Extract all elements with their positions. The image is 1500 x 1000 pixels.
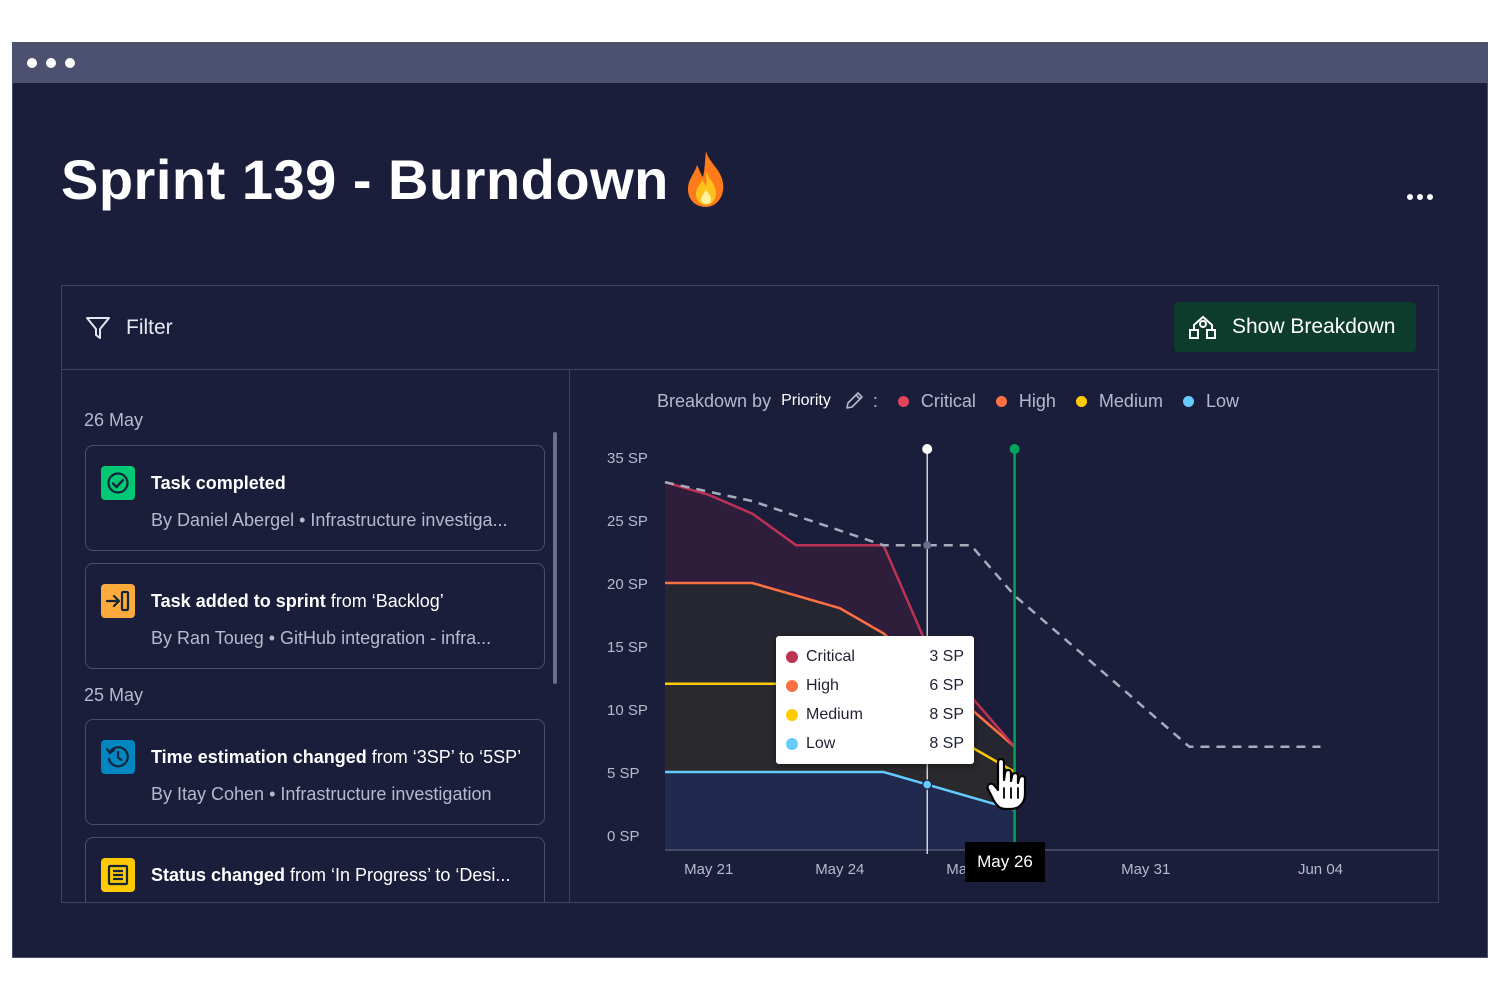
legend-swatch xyxy=(1182,395,1194,407)
activity-detail: from ‘3SP’ to ‘5SP’ xyxy=(366,747,522,767)
list-status-icon xyxy=(101,858,135,892)
activity-action: Time estimation changed xyxy=(151,747,367,767)
x-tick-label: May 24 xyxy=(815,861,864,878)
tooltip-swatch xyxy=(786,738,798,750)
filter-icon xyxy=(86,317,110,339)
tooltip-value: 8 SP xyxy=(929,706,964,723)
activity-action: Status changed xyxy=(151,865,286,885)
hover-date-label: May 26 xyxy=(965,842,1045,882)
legend-label: Medium xyxy=(1098,390,1163,411)
y-tick-label: 25 SP xyxy=(607,513,648,530)
legend-swatch xyxy=(995,395,1007,407)
panel-toolbar: Filter Show Breakdown xyxy=(62,286,1438,370)
y-tick-label: 20 SP xyxy=(607,576,648,593)
tooltip-value: 8 SP xyxy=(929,735,964,752)
activity-feed: 26 May Task completed By Daniel Abergel … xyxy=(62,370,570,902)
chart-tooltip: Critical 3 SP High 6 SP Medium 8 SP Low 8 SP xyxy=(776,636,974,764)
legend-item-critical[interactable]: Critical xyxy=(897,390,976,412)
window-dot[interactable] xyxy=(46,58,56,68)
activity-title: Status changed from ‘In Progress’ to ‘De… xyxy=(151,865,510,886)
series-line-low xyxy=(665,770,1015,812)
tooltip-swatch xyxy=(786,709,798,721)
edit-pencil-icon[interactable] xyxy=(843,390,865,412)
breakdown-label: Breakdown by xyxy=(657,390,772,411)
tooltip-value: 6 SP xyxy=(929,677,964,694)
legend-item-high[interactable]: High xyxy=(995,390,1056,412)
activity-meta: By Daniel Abergel • Infrastructure inves… xyxy=(151,510,508,530)
activity-detail: from ‘In Progress’ to ‘Desi... xyxy=(285,865,511,885)
activity-title: Task added to sprint from ‘Backlog’ xyxy=(151,591,444,612)
activity-detail: from ‘Backlog’ xyxy=(325,591,444,611)
page-title: Sprint 139 - Burndown xyxy=(61,148,669,211)
burndown-chart-area: Breakdown by Priority : Critical High Me… xyxy=(571,370,1438,902)
y-tick-label: 10 SP xyxy=(607,702,648,719)
tooltip-swatch xyxy=(786,651,798,663)
burndown-panel: Filter Show Breakdown 26 May Task comple… xyxy=(61,285,1439,903)
filter-label: Filter xyxy=(126,316,173,339)
breakdown-icon xyxy=(1189,315,1216,339)
hover-point-low xyxy=(922,779,933,790)
legend-item-low[interactable]: Low xyxy=(1182,390,1239,412)
burndown-chart: 35 SP 25 SP 20 SP 15 SP 10 SP 5 SP 0 SP May 21 M… xyxy=(607,444,1438,878)
legend-swatch xyxy=(897,395,909,407)
y-tick-label: 5 SP xyxy=(607,765,640,782)
activity-action: Task completed xyxy=(151,473,286,493)
legend-item-medium[interactable]: Medium xyxy=(1075,390,1163,412)
legend-label: Low xyxy=(1205,390,1239,411)
tooltip-row: High 6 SP xyxy=(786,675,964,697)
legend-swatch xyxy=(1075,395,1087,407)
tooltip-label: High xyxy=(806,677,839,694)
ideal-burndown-line xyxy=(664,480,1321,749)
tooltip-label: Medium xyxy=(806,706,863,723)
current-day-marker-dot xyxy=(922,444,933,454)
breakdown-field[interactable]: Priority xyxy=(781,392,831,409)
filter-button[interactable]: Filter xyxy=(84,314,173,342)
clock-history-icon xyxy=(101,740,135,774)
sprint-end-marker-dot xyxy=(1009,444,1020,454)
tooltip-row: Medium 8 SP xyxy=(786,704,964,726)
check-circle-icon xyxy=(101,466,135,500)
hover-point-ideal xyxy=(923,541,932,550)
feed-scrollbar[interactable] xyxy=(553,432,557,684)
tooltip-value: 3 SP xyxy=(929,648,964,665)
activity-title: Task completed xyxy=(151,473,286,494)
activity-title: Time estimation changed from ‘3SP’ to ‘5… xyxy=(151,747,521,768)
fire-icon xyxy=(687,151,724,207)
y-tick-label: 15 SP xyxy=(607,639,648,656)
activity-card[interactable]: Time estimation changed from ‘3SP’ to ‘5… xyxy=(85,719,545,825)
chart-legend: Breakdown by Priority : Critical High Me… xyxy=(657,390,1239,412)
x-tick-label: May 31 xyxy=(1121,861,1170,878)
tooltip-swatch xyxy=(786,680,798,692)
activity-card[interactable]: Task added to sprint from ‘Backlog’ By R… xyxy=(85,563,545,669)
move-to-sprint-icon xyxy=(101,584,135,618)
tooltip-row: Low 8 SP xyxy=(786,733,964,755)
day-label: 26 May xyxy=(84,410,144,430)
hand-pointer-cursor-icon xyxy=(986,757,1027,811)
activity-meta: By Ran Toueg • GitHub integration - infr… xyxy=(151,628,492,648)
activity-meta: By Itay Cohen • Infrastructure investiga… xyxy=(151,784,492,804)
tooltip-label: Low xyxy=(806,735,836,752)
app-window: Sprint 139 - Burndown Filter Show Break xyxy=(12,42,1488,958)
activity-card[interactable]: Status changed from ‘In Progress’ to ‘De… xyxy=(85,837,545,902)
show-breakdown-button[interactable]: Show Breakdown xyxy=(1174,302,1416,352)
activity-card[interactable]: Task completed By Daniel Abergel • Infra… xyxy=(85,445,545,551)
show-breakdown-label: Show Breakdown xyxy=(1232,315,1396,338)
breakdown-separator: : xyxy=(872,390,878,411)
legend-label: High xyxy=(1018,390,1056,411)
window-dot[interactable] xyxy=(27,58,37,68)
y-tick-label: 35 SP xyxy=(607,450,648,467)
tooltip-label: Critical xyxy=(806,648,855,665)
more-options-button[interactable] xyxy=(1405,179,1435,207)
tooltip-row: Critical 3 SP xyxy=(786,646,964,668)
activity-action: Task added to sprint xyxy=(151,591,326,611)
window-dot[interactable] xyxy=(65,58,75,68)
x-tick-label: May 21 xyxy=(684,861,733,878)
y-tick-label: 0 SP xyxy=(607,828,640,845)
window-titlebar xyxy=(13,43,1487,83)
legend-label: Critical xyxy=(920,390,976,411)
day-label: 25 May xyxy=(84,685,144,705)
x-tick-label: Jun 04 xyxy=(1298,861,1343,878)
